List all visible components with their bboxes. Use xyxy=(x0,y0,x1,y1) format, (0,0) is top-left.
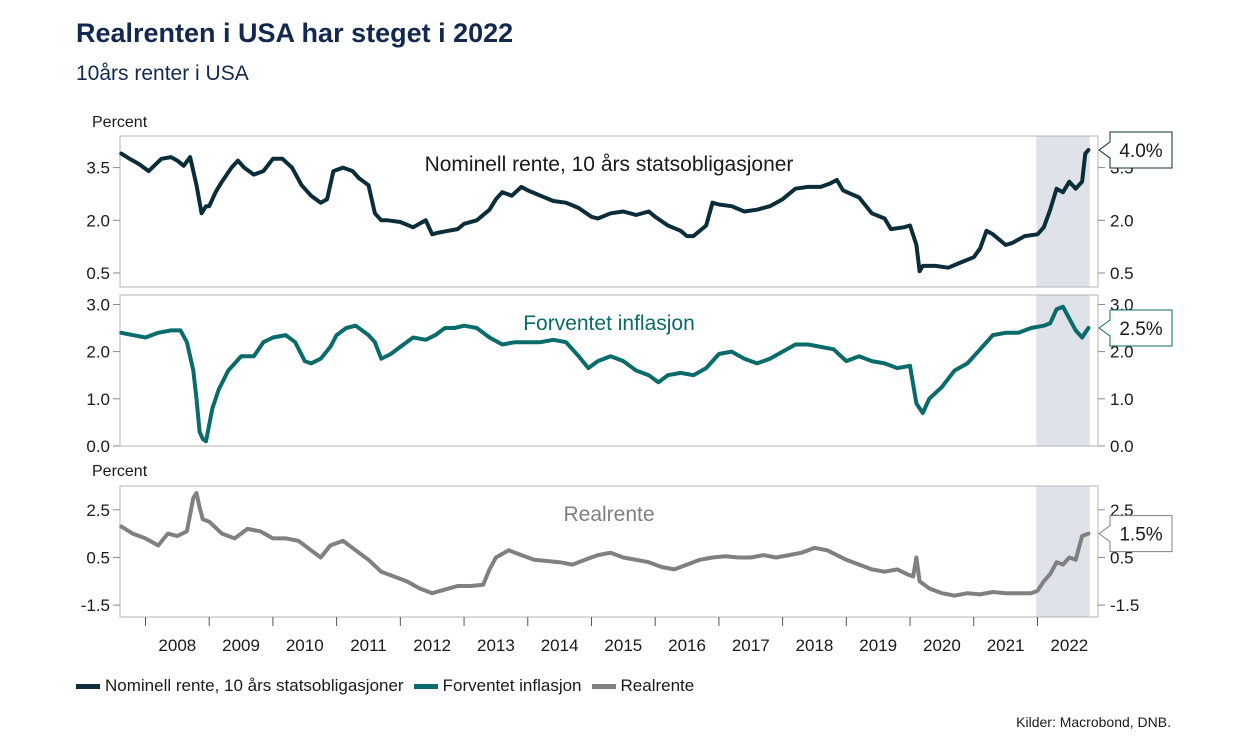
legend-item-nominal: Nominell rente, 10 års statsobligasjoner xyxy=(76,676,404,696)
x-tick-label-2013: 2013 xyxy=(477,636,515,655)
y-tick-label-right-real-2: 2.5 xyxy=(1110,501,1134,520)
y-tick-label-right-real-1: 0.5 xyxy=(1110,548,1134,567)
legend-label-inflation: Forventet inflasjon xyxy=(442,676,582,695)
x-tick-label-2016: 2016 xyxy=(668,636,706,655)
y-tick-label-left-inflation-0: 0.0 xyxy=(86,437,110,456)
y-tick-label-left-inflation-3: 3.0 xyxy=(86,295,110,314)
end-value-callout-nominal xyxy=(1098,131,1173,169)
x-tick-label-2022: 2022 xyxy=(1050,636,1088,655)
series-line-inflation xyxy=(119,304,1091,444)
y-tick-label-left-nominal-2: 3.5 xyxy=(86,159,110,178)
legend-item-inflation: Forventet inflasjon xyxy=(413,676,582,696)
chart-subtitle: 10års renter i USA xyxy=(76,62,249,85)
y-tick-label-right-inflation-0: 0.0 xyxy=(1110,437,1134,456)
y-axis-label-real: Percent xyxy=(92,463,148,480)
y-tick-label-left-nominal-1: 2.0 xyxy=(86,211,110,230)
x-tick-label-2010: 2010 xyxy=(286,636,324,655)
source-note: Kilder: Macrobond, DNB. xyxy=(1016,714,1171,730)
y-tick-label-left-inflation-1: 1.0 xyxy=(86,390,110,409)
end-value-callout-real xyxy=(1098,515,1173,553)
legend-label-real: Realrente xyxy=(620,676,695,695)
chart-title: Realrenten i USA har steget i 2022 xyxy=(76,18,514,48)
highlight-band-nominal xyxy=(1036,136,1090,287)
y-tick-label-left-nominal-0: 0.5 xyxy=(86,264,110,283)
x-tick-label-2015: 2015 xyxy=(604,636,642,655)
end-value-label-real: 1.5% xyxy=(1119,525,1162,546)
y-axis-label-nominal: Percent xyxy=(92,114,148,131)
x-tick-label-2017: 2017 xyxy=(732,636,770,655)
legend-swatch-inflation xyxy=(413,683,438,689)
end-value-callout-inflation xyxy=(1098,309,1173,347)
x-tick-label-2018: 2018 xyxy=(796,636,834,655)
panel-frame-inflation xyxy=(119,294,1099,447)
legend: Nominell rente, 10 års statsobligasjoner… xyxy=(76,676,704,696)
x-tick-label-2014: 2014 xyxy=(541,636,579,655)
y-tick-label-right-inflation-1: 1.0 xyxy=(1110,390,1134,409)
legend-item-real: Realrente xyxy=(591,676,695,696)
x-tick-label-2020: 2020 xyxy=(923,636,961,655)
y-tick-label-left-real-2: 2.5 xyxy=(86,501,110,520)
panel-frame-real xyxy=(119,485,1099,618)
highlight-band-inflation xyxy=(1036,295,1090,446)
series-line-real xyxy=(119,491,1091,598)
y-tick-label-left-inflation-2: 2.0 xyxy=(86,343,110,362)
x-tick-label-2011: 2011 xyxy=(350,636,387,655)
series-line-nominal xyxy=(119,148,1091,274)
panel-frame-nominal xyxy=(119,135,1099,288)
x-tick-label-2008: 2008 xyxy=(158,636,196,655)
end-value-label-nominal: 4.0% xyxy=(1119,141,1162,162)
panel-label-inflation: Forventet inflasjon xyxy=(523,312,695,335)
x-tick-label-2019: 2019 xyxy=(859,636,897,655)
x-tick-label-2009: 2009 xyxy=(222,636,260,655)
end-value-label-inflation: 2.5% xyxy=(1119,319,1162,340)
y-tick-label-right-real-0: -1.5 xyxy=(1110,596,1139,615)
x-tick-label-2012: 2012 xyxy=(413,636,451,655)
y-tick-label-right-nominal-0: 0.5 xyxy=(1110,264,1134,283)
y-tick-label-right-nominal-1: 2.0 xyxy=(1110,211,1134,230)
legend-swatch-nominal xyxy=(76,683,100,689)
panel-label-nominal: Nominell rente, 10 års statsobligasjoner xyxy=(425,153,794,176)
y-tick-label-left-real-1: 0.5 xyxy=(86,548,110,567)
legend-swatch-real xyxy=(591,683,616,689)
panel-label-real: Realrente xyxy=(563,503,654,526)
y-tick-label-right-inflation-2: 2.0 xyxy=(1110,343,1134,362)
legend-label-nominal: Nominell rente, 10 års statsobligasjoner xyxy=(105,676,404,695)
highlight-band-real xyxy=(1036,486,1090,617)
x-tick-label-2021: 2021 xyxy=(987,636,1025,655)
y-tick-label-left-real-0: -1.5 xyxy=(81,596,110,615)
